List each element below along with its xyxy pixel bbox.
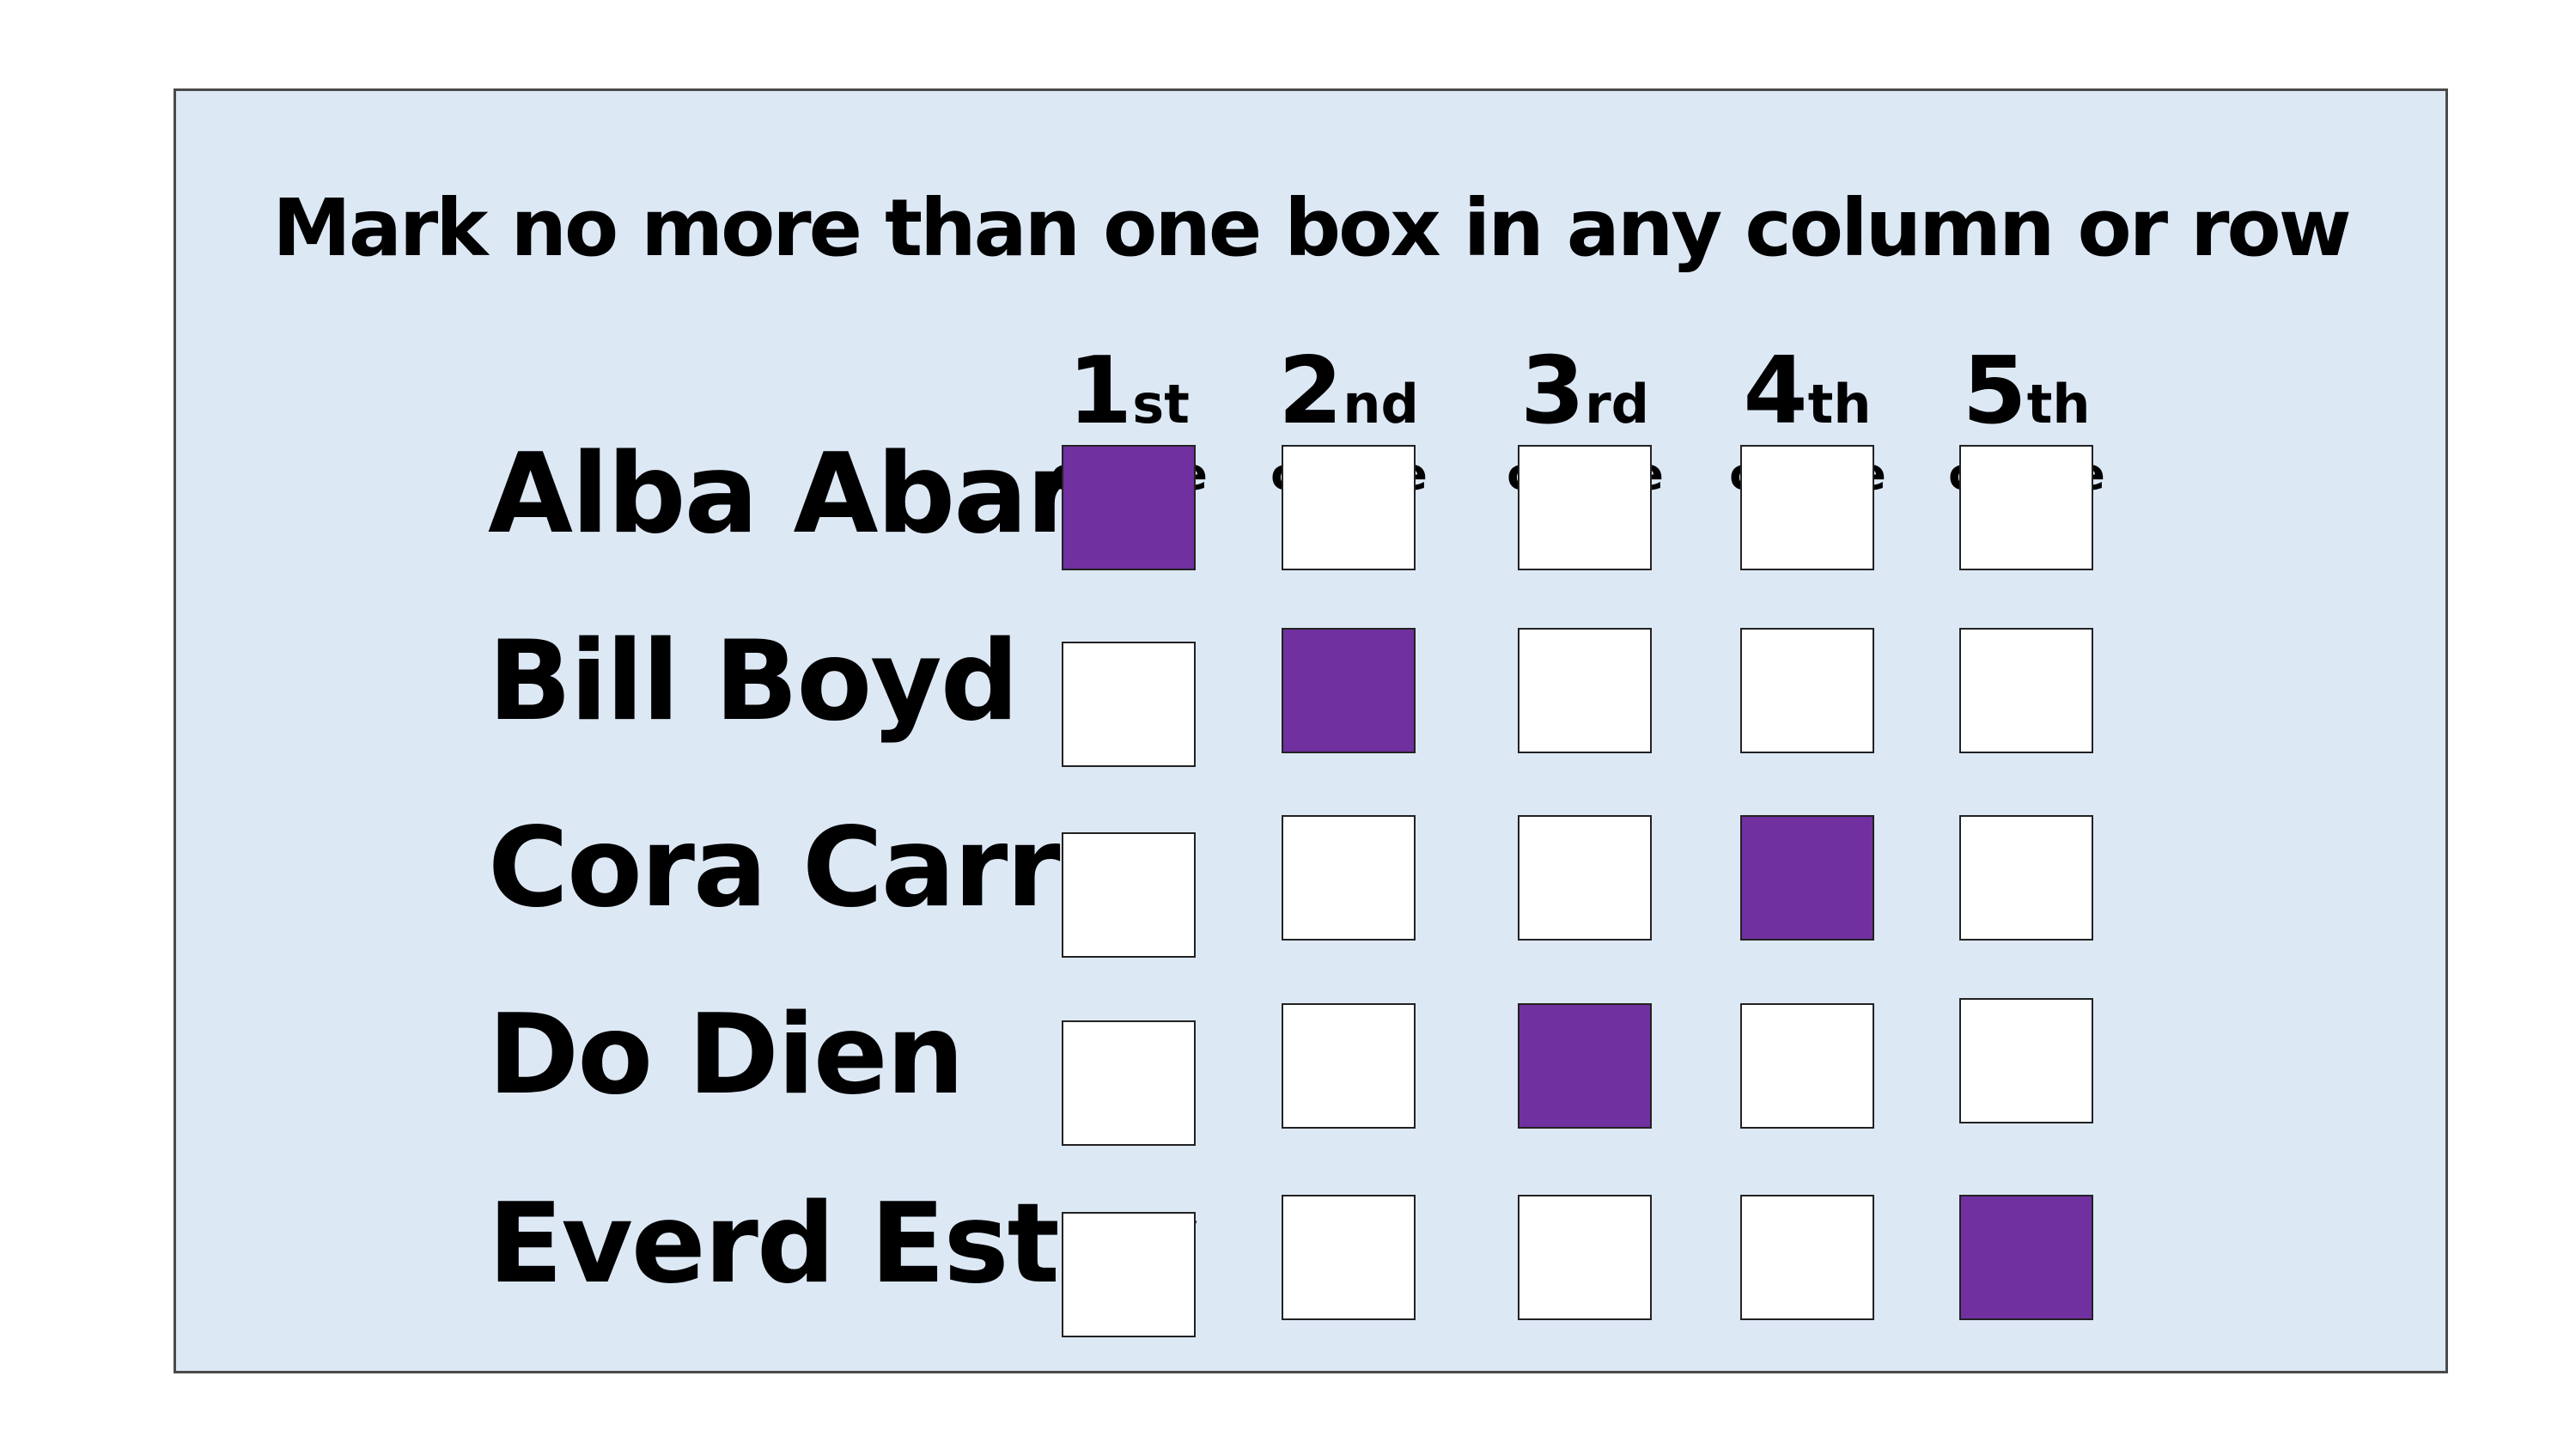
column-ordinal: 5th <box>1962 338 2091 445</box>
vote-box-alba-abar-4th[interactable] <box>1740 445 1874 570</box>
vote-box-everd-estay-1st[interactable] <box>1062 1212 1196 1337</box>
vote-box-everd-estay-3rd[interactable] <box>1518 1195 1652 1320</box>
vote-box-bill-boyd-1st[interactable] <box>1062 642 1196 767</box>
vote-box-do-dien-1st[interactable] <box>1062 1020 1196 1146</box>
vote-box-bill-boyd-5th[interactable] <box>1959 628 2093 753</box>
candidate-name: Bill Boyd <box>488 618 1019 746</box>
column-ordinal: 2nd <box>1278 338 1419 445</box>
vote-box-everd-estay-4th[interactable] <box>1740 1195 1874 1320</box>
column-ordinal: 1st <box>1068 338 1190 445</box>
vote-box-cora-carr-4th[interactable] <box>1740 815 1874 941</box>
candidate-name: Alba Abar <box>488 430 1081 558</box>
candidate-name: Cora Carr <box>488 804 1060 932</box>
vote-box-alba-abar-3rd[interactable] <box>1518 445 1652 570</box>
vote-box-alba-abar-5th[interactable] <box>1959 445 2093 570</box>
vote-box-do-dien-2nd[interactable] <box>1282 1003 1416 1129</box>
vote-box-everd-estay-2nd[interactable] <box>1282 1195 1416 1320</box>
vote-box-bill-boyd-4th[interactable] <box>1740 628 1874 753</box>
vote-box-cora-carr-5th[interactable] <box>1959 815 2093 941</box>
candidate-name: Do Dien <box>488 991 965 1119</box>
vote-box-bill-boyd-3rd[interactable] <box>1518 628 1652 753</box>
column-ordinal: 4th <box>1743 338 1872 445</box>
ballot-panel: Mark no more than one box in any column … <box>174 88 2448 1373</box>
column-ordinal: 3rd <box>1519 338 1650 445</box>
vote-box-cora-carr-1st[interactable] <box>1062 832 1196 958</box>
vote-box-do-dien-5th[interactable] <box>1959 998 2093 1123</box>
vote-box-alba-abar-1st[interactable] <box>1062 445 1196 570</box>
vote-box-cora-carr-3rd[interactable] <box>1518 815 1652 941</box>
vote-box-bill-boyd-2nd[interactable] <box>1282 628 1416 753</box>
ballot-instruction: Mark no more than one box in any column … <box>272 182 2351 274</box>
vote-box-alba-abar-2nd[interactable] <box>1282 445 1416 570</box>
vote-box-do-dien-4th[interactable] <box>1740 1003 1874 1129</box>
vote-box-everd-estay-5th[interactable] <box>1959 1195 2093 1320</box>
vote-box-cora-carr-2nd[interactable] <box>1282 815 1416 941</box>
vote-box-do-dien-3rd[interactable] <box>1518 1003 1652 1129</box>
